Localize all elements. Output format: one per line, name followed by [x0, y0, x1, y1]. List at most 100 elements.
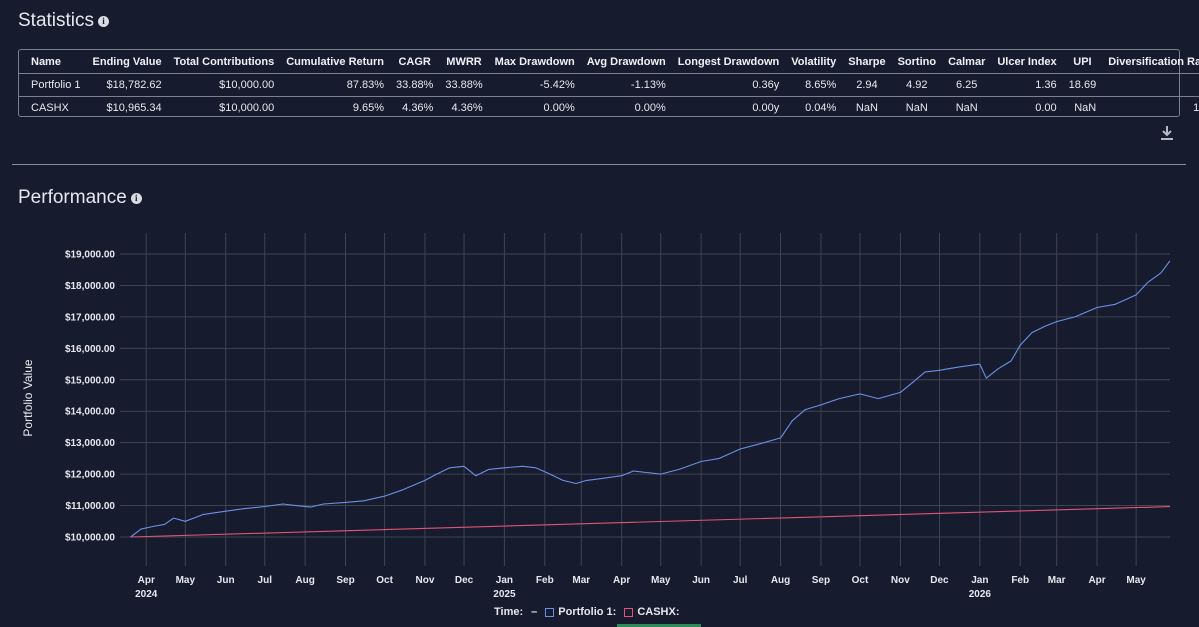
table-cell: $10,000.00 — [219, 79, 275, 91]
column-header[interactable]: MWRR — [446, 55, 482, 68]
column-header[interactable]: Ulcer Index — [997, 55, 1057, 68]
column-header[interactable]: Max Drawdown — [494, 55, 575, 68]
x-tick-label: Apr — [138, 575, 155, 586]
table-row: Portfolio 1 $18,782.62 $10,000.00 87.83% 33.… — [19, 73, 1199, 97]
y-tick-label: $17,000.00 — [65, 312, 115, 323]
table-cell: NaN — [1074, 102, 1097, 114]
table-cell: 1.36 — [1035, 79, 1057, 91]
y-axis-label: Portfolio Value — [21, 359, 35, 436]
x-tick-year-label: 2025 — [493, 589, 516, 600]
legend-item-portfolio-1[interactable]: Portfolio 1: — [545, 606, 616, 618]
legend-time-label: Time: — [494, 606, 524, 618]
column-header[interactable]: Calmar — [948, 55, 986, 68]
table-cell: $10,000.00 — [219, 102, 275, 114]
info-icon[interactable]: i — [130, 192, 142, 204]
x-tick-label: Oct — [852, 575, 869, 586]
y-tick-label: $12,000.00 — [65, 470, 115, 481]
x-tick-label: Nov — [891, 575, 910, 586]
y-tick-label: $10,000.00 — [65, 533, 115, 544]
x-tick-label: Dec — [455, 575, 474, 586]
y-tick-label: $18,000.00 — [65, 281, 115, 292]
performance-chart[interactable]: $10,000.00 $11,000.00 $12,000.00 $13,000.00… — [0, 220, 1199, 606]
download-icon[interactable] — [1160, 125, 1174, 141]
table-cell: NaN — [955, 102, 978, 114]
table-cell: 33.88% — [396, 79, 434, 91]
table-cell: 0.36y — [752, 79, 780, 91]
x-tick-label: Jun — [217, 575, 235, 586]
table-cell: 2.94 — [856, 79, 878, 91]
statistics-table: Name Ending Value Total Contributions Cumul… — [19, 50, 1199, 119]
table-cell: 8.65% — [805, 79, 837, 91]
table-cell: 0.00% — [634, 102, 666, 114]
table-header-row: Name Ending Value Total Contributions Cumul… — [19, 50, 1199, 74]
table-cell: $18,782.62 — [106, 79, 162, 91]
column-header[interactable]: Volatility — [791, 55, 837, 68]
column-header[interactable]: UPI — [1073, 55, 1092, 68]
x-tick-label: Nov — [416, 575, 435, 586]
y-tick-label: $13,000.00 — [65, 438, 115, 449]
column-header[interactable]: Ending Value — [92, 55, 162, 68]
x-tick-label: Apr — [613, 575, 630, 586]
x-tick-label: Jan — [971, 575, 988, 586]
column-header[interactable]: Diversification Ratio — [1108, 55, 1199, 68]
table-cell: 0.00y — [752, 102, 780, 114]
column-header[interactable]: Name — [31, 55, 61, 68]
series-lines — [130, 260, 1171, 538]
table-row: CASHX $10,965.34 $10,000.00 9.65% 4.36% 4.36%… — [19, 96, 1199, 120]
table-cell: 33.88% — [445, 79, 483, 91]
y-axis-ticks: $10,000.00 $11,000.00 $12,000.00 $13,000.00… — [65, 250, 115, 544]
table-cell: 87.83% — [346, 79, 385, 91]
y-tick-label: $16,000.00 — [65, 344, 115, 355]
horizontal-gridlines — [120, 253, 1170, 538]
x-tick-label: Aug — [295, 575, 314, 586]
x-tick-label: Jul — [258, 575, 273, 586]
portfolio-swatch — [545, 607, 555, 617]
legend-time-value: – — [531, 606, 538, 618]
x-tick-label: Jan — [496, 575, 513, 586]
x-tick-label: Sep — [812, 575, 830, 586]
x-tick-label: May — [1126, 575, 1146, 586]
chart-legend: Time: – Portfolio 1: CASHX: — [494, 606, 680, 618]
y-tick-label: $15,000.00 — [65, 375, 115, 386]
column-header[interactable]: Sharpe — [848, 55, 886, 68]
y-tick-label: $11,000.00 — [66, 501, 116, 512]
vertical-gridlines — [145, 233, 1137, 566]
x-tick-label: May — [176, 575, 196, 586]
bottom-tab-indicator — [617, 624, 701, 627]
section-divider — [12, 164, 1186, 165]
table-cell: $10,965.34 — [106, 102, 162, 114]
x-tick-label: Aug — [771, 575, 790, 586]
x-tick-label: Sep — [336, 575, 354, 586]
column-header[interactable]: Sortino — [897, 55, 937, 68]
table-cell: 6.25 — [956, 79, 978, 91]
statistics-title: Statistics i — [18, 10, 110, 32]
table-cell: NaN — [905, 102, 928, 114]
table-cell: 4.36% — [402, 102, 434, 114]
x-tick-label: Mar — [572, 575, 590, 586]
table-cell: 0.00% — [543, 102, 575, 114]
table-cell: 0.04% — [805, 102, 837, 114]
table-cell: NaN — [855, 102, 878, 114]
x-tick-label: May — [651, 575, 671, 586]
legend-portfolio-label: Portfolio 1: — [558, 606, 617, 618]
x-tick-label: Oct — [376, 575, 393, 586]
statistics-table-container: Name Ending Value Total Contributions Cumul… — [18, 49, 1199, 117]
series-line-cashx[interactable] — [130, 506, 1171, 538]
x-tick-label: Feb — [1011, 575, 1029, 586]
column-header[interactable]: Total Contributions — [173, 55, 275, 68]
x-tick-label: Apr — [1088, 575, 1105, 586]
y-tick-label: $14,000.00 — [65, 407, 115, 418]
column-header[interactable]: Avg Drawdown — [586, 55, 666, 68]
series-line-portfolio-1[interactable] — [130, 260, 1171, 538]
table-cell — [1102, 74, 1199, 97]
column-header[interactable]: Longest Drawdown — [677, 55, 780, 68]
column-header[interactable]: CAGR — [398, 55, 431, 68]
x-tick-year-label: 2026 — [969, 589, 992, 600]
info-icon[interactable]: i — [98, 15, 110, 27]
legend-item-cashx[interactable]: CASHX: — [624, 606, 680, 618]
column-header[interactable]: Cumulative Return — [286, 55, 385, 68]
cashx-swatch — [624, 607, 634, 617]
y-tick-label: $19,000.00 — [65, 250, 115, 261]
table-cell: -1.13% — [630, 79, 666, 91]
x-tick-label: Dec — [930, 575, 949, 586]
